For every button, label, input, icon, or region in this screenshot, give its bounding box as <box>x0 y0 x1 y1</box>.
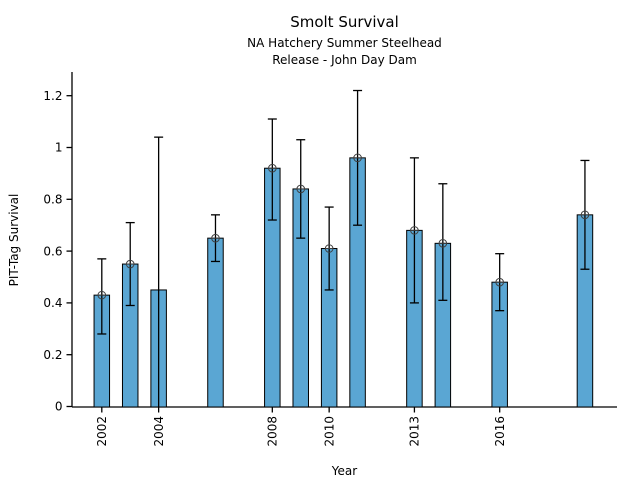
circle-plus-marker-2010 <box>324 244 334 253</box>
x-tick-label-2002: 2002 <box>95 416 109 447</box>
y-tick-label-1: 1 <box>55 141 63 155</box>
chart-title: Smolt Survival <box>290 13 399 31</box>
x-tick-label-2008: 2008 <box>266 416 280 447</box>
y-tick-label-0.6: 0.6 <box>43 244 62 258</box>
y-tick-label-1.2: 1.2 <box>43 89 62 103</box>
circle-plus-marker-2003 <box>125 259 135 269</box>
chart-subtitle-line1: NA Hatchery Summer Steelhead <box>247 36 442 50</box>
x-tick-label-2004: 2004 <box>152 416 166 447</box>
y-tick-label-0.8: 0.8 <box>43 193 62 207</box>
circle-plus-marker-2008 <box>268 163 277 173</box>
y-tick-label-0: 0 <box>55 400 63 414</box>
chart-subtitle-line2: Release - John Day Dam <box>272 53 417 67</box>
circle-plus-marker-2011 <box>353 153 362 163</box>
y-tick-label-0.4: 0.4 <box>43 296 62 310</box>
circle-plus-marker-2014 <box>438 239 448 248</box>
x-tick-label-2010: 2010 <box>322 416 336 447</box>
circle-plus-marker-2013 <box>410 226 419 235</box>
x-tick-label-2013: 2013 <box>408 416 422 447</box>
x-tick-label-2016: 2016 <box>493 416 507 447</box>
circle-plus-marker-2009 <box>296 184 306 194</box>
circle-plus-marker-2019 <box>580 210 590 220</box>
bar-2006 <box>207 237 224 408</box>
circle-plus-marker-2002 <box>97 290 107 300</box>
x-axis-ticks: 2002 2004 2008 2010 2013 2016 <box>95 407 507 447</box>
x-axis-label: Year <box>331 464 358 478</box>
bars-group <box>93 89 594 408</box>
y-axis-ticks: 0 0.2 0.4 0.6 0.8 1 1.2 <box>43 89 72 414</box>
circle-plus-marker-2006 <box>211 233 220 243</box>
y-tick-label-0.2: 0.2 <box>43 348 62 362</box>
circle-plus-marker-2016 <box>495 277 504 287</box>
